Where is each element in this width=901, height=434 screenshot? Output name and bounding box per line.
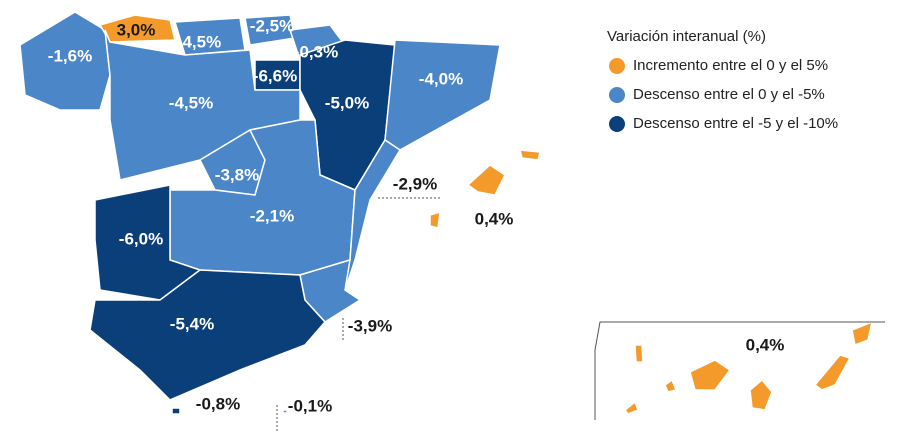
value-label: -2,9% bbox=[393, 174, 437, 193]
region bbox=[171, 407, 181, 415]
region bbox=[429, 149, 541, 229]
legend-title: Variación interanual (%) bbox=[607, 28, 766, 45]
value-label: -1,6% bbox=[48, 46, 92, 65]
value-label: -6,6% bbox=[253, 66, 297, 85]
value-label: 0,4% bbox=[746, 335, 785, 354]
labels: -1,6% 3,0% -4,5% -2,5%-0,3% -6,6% -5,0% -4,0% -… bbox=[48, 16, 785, 415]
regions bbox=[19, 11, 874, 415]
value-label: -3,8% bbox=[215, 165, 259, 184]
value-label: -5,4% bbox=[170, 314, 214, 333]
value-label: -6,0% bbox=[119, 229, 163, 248]
value-label: -4,5% bbox=[177, 32, 221, 51]
value-label: -2,1% bbox=[250, 206, 294, 225]
region bbox=[623, 320, 874, 415]
value-label: -3,9% bbox=[348, 316, 392, 335]
value-label: -4,0% bbox=[419, 69, 463, 88]
legend-swatch bbox=[609, 58, 625, 74]
legend-label: Descenso entre el -5 y el -10% bbox=[633, 115, 838, 132]
legend: Variación interanual (%) Incremento entr… bbox=[607, 28, 838, 132]
value-label: 3,0% bbox=[117, 20, 156, 39]
value-label: -0,3% bbox=[294, 42, 338, 61]
region bbox=[19, 11, 111, 111]
value-label: -4,5% bbox=[169, 93, 213, 112]
region bbox=[89, 269, 327, 401]
leader-lines bbox=[276, 197, 440, 432]
legend-label: Descenso entre el 0 y el -5% bbox=[633, 86, 825, 103]
value-label: 0,4% bbox=[475, 209, 514, 228]
legend-swatch bbox=[609, 87, 625, 103]
region bbox=[384, 39, 501, 151]
legend-label: Incremento entre el 0 y el 5% bbox=[633, 57, 828, 74]
value-label: -0,8% bbox=[196, 394, 240, 413]
region bbox=[282, 409, 288, 414]
value-label: -2,5% bbox=[250, 16, 294, 35]
canarias-frame bbox=[594, 321, 885, 351]
value-label: -0,1% bbox=[288, 396, 332, 415]
legend-swatch bbox=[609, 116, 625, 132]
value-label: -5,0% bbox=[325, 93, 369, 112]
